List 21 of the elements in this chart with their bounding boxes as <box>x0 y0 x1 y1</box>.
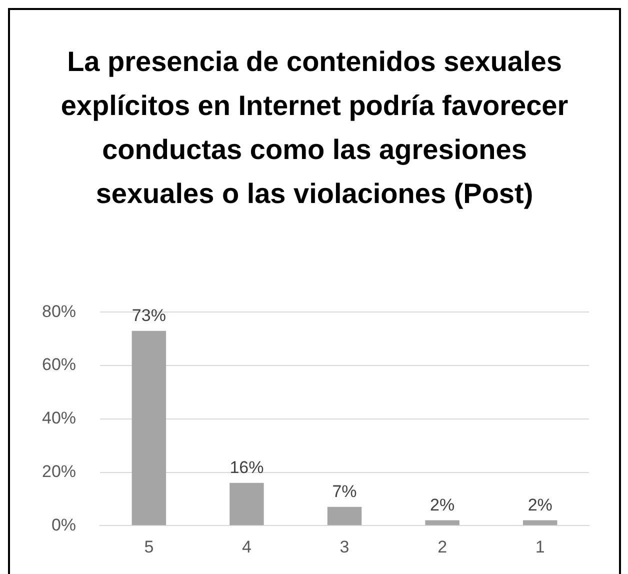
bar <box>230 482 264 526</box>
x-tick-label: 1 <box>535 537 545 556</box>
x-tick-label: 3 <box>340 537 350 556</box>
chart-title: La presencia de contenidos sexuales explícitos en Internet podría favorecer conductas como las agresiones sexuales o las violaciones (Post) <box>60 45 570 211</box>
data-label: 7% <box>332 482 357 502</box>
data-label: 16% <box>230 458 264 478</box>
data-label: 2% <box>430 495 455 514</box>
data-label: 73% <box>132 306 166 326</box>
y-tick-label: 20% <box>42 462 76 481</box>
data-label: 2% <box>528 495 552 514</box>
y-tick-label: 60% <box>42 355 76 374</box>
x-tick-label: 5 <box>144 537 154 556</box>
bar <box>522 520 558 526</box>
y-tick-label: 40% <box>42 408 76 428</box>
x-tick-label: 2 <box>438 537 448 556</box>
x-tick-label: 4 <box>242 537 252 556</box>
bar <box>425 520 460 526</box>
y-tick-label: 80% <box>42 302 76 321</box>
bar <box>327 506 362 526</box>
bar <box>132 330 166 526</box>
y-tick-label: 0% <box>51 515 76 534</box>
